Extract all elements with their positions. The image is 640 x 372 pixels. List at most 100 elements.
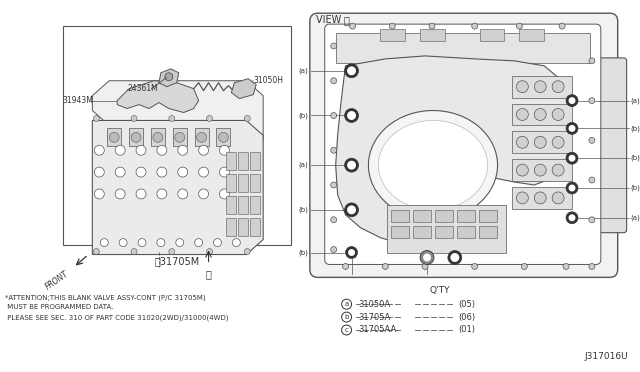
Bar <box>63 26 291 245</box>
Bar <box>391 210 409 222</box>
Text: MUST BE PROGRAMMED DATA.: MUST BE PROGRAMMED DATA. <box>5 304 113 310</box>
Circle shape <box>568 125 575 132</box>
Bar <box>380 29 405 41</box>
Circle shape <box>566 212 578 224</box>
Circle shape <box>176 238 184 247</box>
Circle shape <box>94 145 104 155</box>
Circle shape <box>522 263 527 269</box>
Circle shape <box>349 23 356 29</box>
Circle shape <box>198 189 209 199</box>
Text: (01): (01) <box>458 326 475 334</box>
Circle shape <box>448 251 462 264</box>
Circle shape <box>552 81 564 93</box>
Text: Q’TY: Q’TY <box>429 286 450 295</box>
Bar <box>391 226 409 238</box>
Circle shape <box>344 109 358 122</box>
Bar <box>227 218 236 235</box>
Bar <box>479 226 497 238</box>
Text: *ATTENTION;THIS BLANK VALVE ASSY-CONT (P/C 31705M): *ATTENTION;THIS BLANK VALVE ASSY-CONT (P… <box>5 294 205 301</box>
Bar <box>479 29 504 41</box>
Bar <box>227 174 236 192</box>
Bar <box>250 196 260 214</box>
Circle shape <box>100 238 108 247</box>
Bar <box>129 128 143 146</box>
Circle shape <box>331 112 337 118</box>
Circle shape <box>589 58 595 64</box>
Text: (05): (05) <box>458 300 475 309</box>
Circle shape <box>566 122 578 134</box>
Circle shape <box>198 167 209 177</box>
Circle shape <box>94 189 104 199</box>
Text: (b): (b) <box>298 249 308 256</box>
Circle shape <box>115 145 125 155</box>
Circle shape <box>382 263 388 269</box>
Circle shape <box>331 217 337 223</box>
Bar <box>195 128 209 146</box>
FancyBboxPatch shape <box>310 13 618 278</box>
Circle shape <box>115 189 125 199</box>
Circle shape <box>136 189 146 199</box>
Circle shape <box>568 97 575 104</box>
Circle shape <box>516 23 522 29</box>
Polygon shape <box>335 56 572 248</box>
Bar <box>227 196 236 214</box>
Bar <box>238 174 248 192</box>
Bar <box>238 196 248 214</box>
Bar <box>457 210 475 222</box>
Circle shape <box>534 109 546 121</box>
Circle shape <box>331 147 337 153</box>
Bar <box>250 152 260 170</box>
Bar <box>387 205 506 253</box>
Circle shape <box>566 152 578 164</box>
Text: 31050A: 31050A <box>358 300 390 309</box>
Text: (b): (b) <box>630 185 640 191</box>
Text: (a): (a) <box>630 215 640 221</box>
Polygon shape <box>232 79 256 99</box>
Circle shape <box>232 238 241 247</box>
Circle shape <box>552 164 564 176</box>
Circle shape <box>472 23 477 29</box>
Bar <box>238 152 248 170</box>
Circle shape <box>347 66 356 75</box>
Bar <box>513 103 572 125</box>
Circle shape <box>422 263 428 269</box>
Circle shape <box>568 185 575 192</box>
Circle shape <box>169 248 175 254</box>
Bar <box>513 187 572 209</box>
Circle shape <box>178 189 188 199</box>
Text: (b): (b) <box>630 125 640 132</box>
Circle shape <box>344 158 358 172</box>
Circle shape <box>218 132 228 142</box>
Text: 31943M: 31943M <box>63 96 93 105</box>
Bar <box>513 131 572 153</box>
Bar <box>250 218 260 235</box>
Text: 許31705M: 許31705M <box>154 257 200 266</box>
Polygon shape <box>92 121 263 254</box>
Text: (b): (b) <box>298 206 308 213</box>
Circle shape <box>451 253 460 262</box>
Text: J317016U: J317016U <box>584 352 628 361</box>
Circle shape <box>552 109 564 121</box>
Circle shape <box>331 78 337 84</box>
Circle shape <box>178 145 188 155</box>
Circle shape <box>169 115 175 121</box>
Ellipse shape <box>378 121 488 210</box>
Circle shape <box>347 161 356 170</box>
Circle shape <box>220 167 229 177</box>
Circle shape <box>131 132 141 142</box>
Circle shape <box>331 247 337 253</box>
Circle shape <box>344 203 358 217</box>
Circle shape <box>348 249 355 256</box>
Circle shape <box>109 132 119 142</box>
Circle shape <box>534 137 546 148</box>
Circle shape <box>244 115 250 121</box>
Bar <box>520 29 544 41</box>
Circle shape <box>552 137 564 148</box>
Circle shape <box>566 94 578 106</box>
Text: (a): (a) <box>298 162 308 169</box>
Circle shape <box>534 192 546 204</box>
Circle shape <box>534 164 546 176</box>
Circle shape <box>196 132 207 142</box>
Circle shape <box>138 238 146 247</box>
Circle shape <box>165 73 173 81</box>
